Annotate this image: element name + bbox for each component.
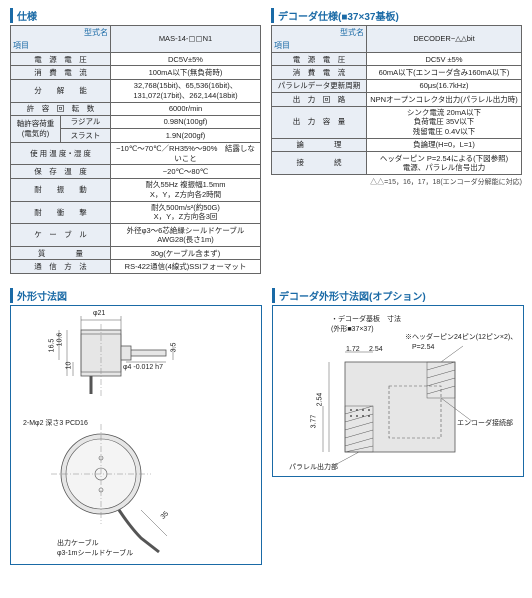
row-label-b: ラジアル bbox=[61, 115, 111, 128]
row-label: 出 力 容 量 bbox=[272, 106, 367, 138]
dim-3p5: 3.5 bbox=[170, 342, 177, 352]
decoder-note: △△=15，16，17，18(エンコーダ分解能に対応) bbox=[271, 177, 522, 187]
row-label: 耐 振 動 bbox=[11, 178, 111, 201]
parallel-note: パラレル出力部 bbox=[289, 462, 338, 472]
dim-phi21: φ21 bbox=[93, 310, 105, 317]
dim-3p77: 3.77 bbox=[310, 414, 317, 428]
header-model: 型式名 bbox=[272, 26, 367, 40]
row-label: 接 続 bbox=[272, 152, 367, 175]
row-label: 許 容 回 転 数 bbox=[11, 102, 111, 115]
header-item: 項目 bbox=[11, 39, 111, 53]
row-label: 消 費 電 流 bbox=[11, 66, 111, 79]
row-label: 分 解 能 bbox=[11, 79, 111, 102]
outline-section: 外形寸法図 bbox=[10, 288, 262, 565]
model-name: DECODER−△△bit bbox=[367, 26, 522, 53]
dim-10p6: 10.6 bbox=[56, 332, 63, 346]
row-label: 耐 衝 撃 bbox=[11, 201, 111, 224]
decoder-table: 型式名 DECODER−△△bit 項目 電 源 電 圧DC5V ±5% 消 費… bbox=[271, 25, 522, 175]
row-value: 60μs(16.7kHz) bbox=[367, 79, 522, 92]
spec-table: 型式名 MAS-14-▢▢N1 項目 電 源 電 圧DC5V±5% 消 費 電 … bbox=[10, 25, 261, 274]
row-value: 60mA以下(エンコーダ含み160mA以下) bbox=[367, 66, 522, 79]
board-note: ・デコーダ基板 寸法 (外形■37×37) bbox=[331, 314, 401, 334]
header-item: 項目 bbox=[272, 39, 367, 53]
row-value: シンク電流 20mA以下 負荷電圧 35V以下 残留電圧 0.4V以下 bbox=[367, 106, 522, 138]
row-label: 保 存 温 度 bbox=[11, 165, 111, 178]
dim-2p54b: 2.54 bbox=[316, 392, 323, 406]
row-label: 消 費 電 流 bbox=[272, 66, 367, 79]
row-value: NPNオープンコレクタ出力(パラレル出力時) bbox=[367, 93, 522, 106]
header-note: ※ヘッダーピン24ピン(12ピン×2)、 P=2.54 bbox=[405, 332, 517, 352]
spec-title: 仕様 bbox=[10, 8, 261, 23]
row-label: 質 量 bbox=[11, 247, 111, 260]
decoder-outline-title: デコーダ外形寸法図(オプション) bbox=[272, 288, 524, 303]
dim-10: 10 bbox=[65, 361, 72, 369]
row-value: 1.9N(200gf) bbox=[111, 129, 261, 142]
row-label: パラレルデータ更新周期 bbox=[272, 79, 367, 92]
row-value: 6000r/min bbox=[111, 102, 261, 115]
row-label: 電 源 電 圧 bbox=[272, 53, 367, 66]
row-value: 100mA以下(無負荷時) bbox=[111, 66, 261, 79]
row-value: ヘッダーピン P=2.54による(下図参照) 電源、パラレル信号出力 bbox=[367, 152, 522, 175]
row-label: 使 用 温 度・湿 度 bbox=[11, 142, 111, 165]
pcd-note: 2-Mφ2 深さ3 PCD16 bbox=[23, 418, 88, 428]
dim-1p72: 1.72 bbox=[346, 346, 360, 353]
enc-note: エンコーダ接続部 bbox=[457, 418, 513, 428]
row-value: RS-422通信(4線式)SSIフォーマット bbox=[111, 260, 261, 273]
row-label: 電 源 電 圧 bbox=[11, 53, 111, 66]
dim-16p5: 16.5 bbox=[48, 338, 55, 352]
row-label-a: 軸許容荷重 (電気的) bbox=[11, 115, 61, 142]
decoder-diagram: ・デコーダ基板 寸法 (外形■37×37) ※ヘッダーピン24ピン(12ピン×2… bbox=[272, 305, 524, 477]
row-label-b: スラスト bbox=[61, 129, 111, 142]
dim-phi4: φ4 -0.012 h7 bbox=[123, 364, 163, 371]
outline-diagram: φ21 16.5 10.6 10 3.5 φ4 -0.012 h7 35 2-M… bbox=[10, 305, 262, 565]
row-value: −20℃〜80℃ bbox=[111, 165, 261, 178]
row-label: 出 力 回 路 bbox=[272, 93, 367, 106]
outline-title: 外形寸法図 bbox=[10, 288, 262, 303]
row-value: DC5V ±5% bbox=[367, 53, 522, 66]
row-value: 30g(ケーブル含まず) bbox=[111, 247, 261, 260]
decoder-section: デコーダ仕様(■37×37基板) 型式名 DECODER−△△bit 項目 電 … bbox=[271, 8, 522, 274]
row-value: 0.98N(100gf) bbox=[111, 115, 261, 128]
header-model: 型式名 bbox=[11, 26, 111, 40]
row-label: 通 信 方 法 bbox=[11, 260, 111, 273]
row-value: 耐久55Hz 複振幅1.5mm X，Y，Z方向各2時間 bbox=[111, 178, 261, 201]
decoder-title: デコーダ仕様(■37×37基板) bbox=[271, 8, 522, 23]
row-value: −10℃〜70℃／RH35%〜90% 結露しないこと bbox=[111, 142, 261, 165]
row-value: DC5V±5% bbox=[111, 53, 261, 66]
cable-note: 出力ケーブル φ3-1mシールドケーブル bbox=[57, 538, 133, 558]
row-label: 論 理 bbox=[272, 138, 367, 151]
row-value: 外径φ3〜6芯絶縁シールドケーブル AWG28(長さ1m) bbox=[111, 224, 261, 247]
spec-section: 仕様 型式名 MAS-14-▢▢N1 項目 電 源 電 圧DC5V±5% 消 費… bbox=[10, 8, 261, 274]
model-name: MAS-14-▢▢N1 bbox=[111, 26, 261, 53]
row-value: 32,768(15bit)、65,536(16bit)、 131,072(17b… bbox=[111, 79, 261, 102]
row-label: ケ ー ブ ル bbox=[11, 224, 111, 247]
row-value: 負論理(H=0，L=1) bbox=[367, 138, 522, 151]
row-value: 耐久500m/s²(約50G) X，Y，Z方向各3回 bbox=[111, 201, 261, 224]
dim-2p54: 2.54 bbox=[369, 346, 383, 353]
decoder-outline-section: デコーダ外形寸法図(オプション) bbox=[272, 288, 524, 565]
